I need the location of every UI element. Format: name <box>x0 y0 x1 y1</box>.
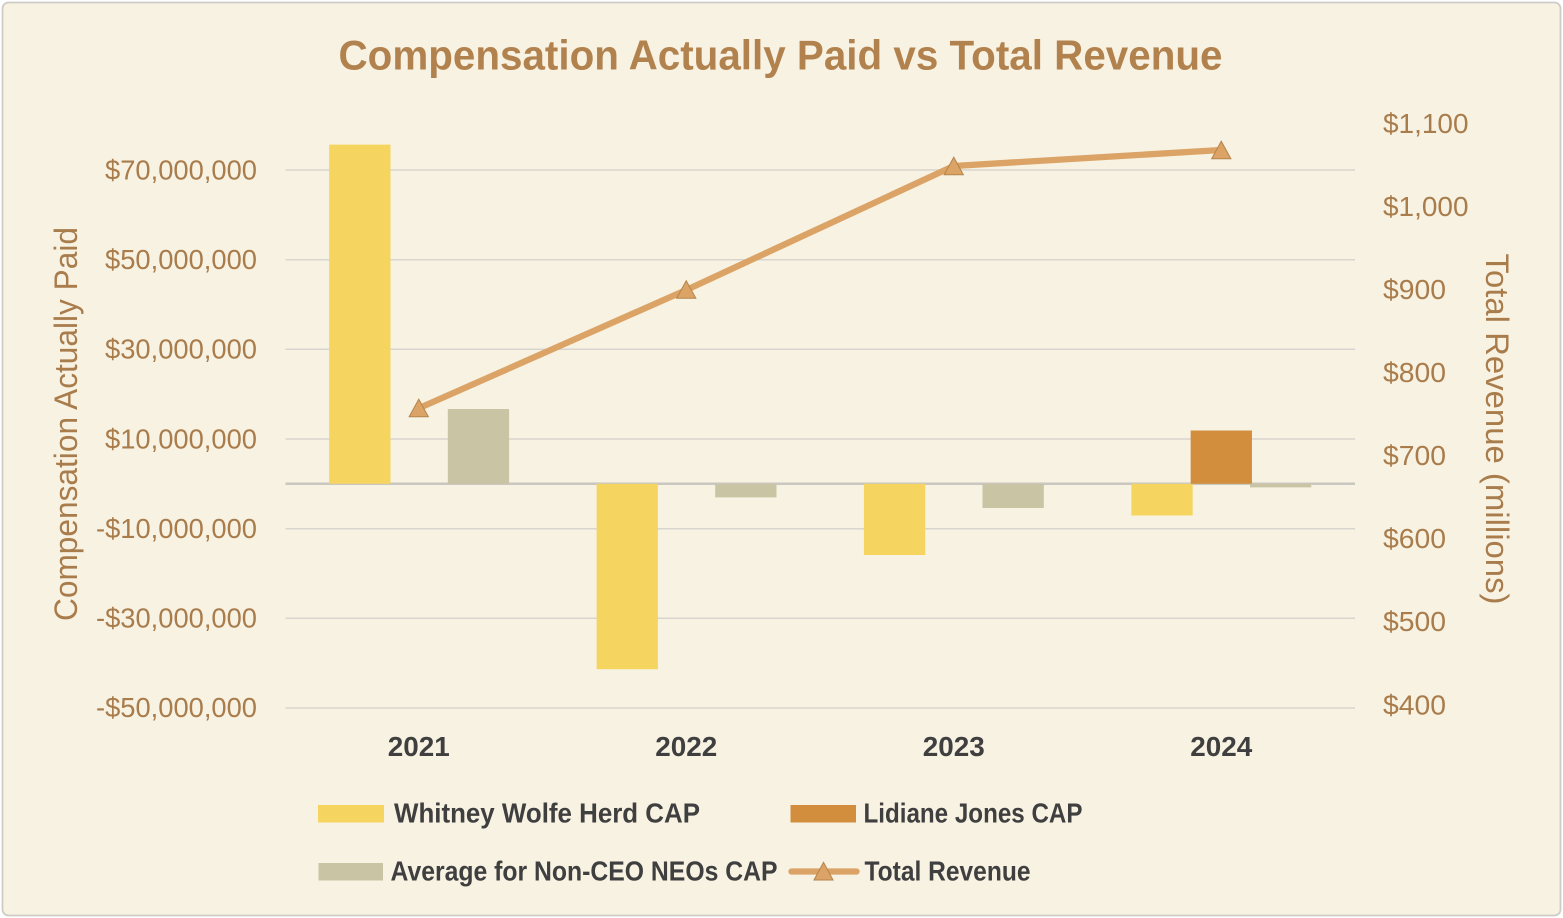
svg-text:-$50,000,000: -$50,000,000 <box>96 692 257 723</box>
svg-text:Compensation Actually Paid: Compensation Actually Paid <box>48 227 84 621</box>
svg-text:2021: 2021 <box>388 731 450 762</box>
svg-text:$70,000,000: $70,000,000 <box>105 154 257 185</box>
svg-text:Compensation Actually Paid vs: Compensation Actually Paid vs Total Reve… <box>339 32 1223 79</box>
svg-text:$700: $700 <box>1383 440 1446 471</box>
svg-text:$400: $400 <box>1383 690 1446 721</box>
svg-text:$800: $800 <box>1383 357 1446 388</box>
svg-text:Whitney Wolfe Herd CAP: Whitney Wolfe Herd CAP <box>394 798 700 829</box>
svg-text:Lidiane Jones CAP: Lidiane Jones CAP <box>864 798 1083 829</box>
svg-text:$500: $500 <box>1383 606 1446 637</box>
svg-text:Total Revenue (millions): Total Revenue (millions) <box>1479 254 1515 605</box>
svg-text:-$10,000,000: -$10,000,000 <box>96 513 257 544</box>
svg-text:$900: $900 <box>1383 274 1446 305</box>
svg-text:$30,000,000: $30,000,000 <box>105 334 257 365</box>
svg-text:2022: 2022 <box>655 731 717 762</box>
svg-text:$10,000,000: $10,000,000 <box>105 423 257 454</box>
svg-text:Total Revenue: Total Revenue <box>865 856 1031 887</box>
svg-text:Average for Non-CEO NEOs CAP: Average for Non-CEO NEOs CAP <box>391 856 778 887</box>
svg-text:2023: 2023 <box>923 731 985 762</box>
svg-text:$1,100: $1,100 <box>1383 108 1469 139</box>
svg-text:$1,000: $1,000 <box>1383 191 1469 222</box>
svg-text:$600: $600 <box>1383 523 1446 554</box>
svg-text:-$30,000,000: -$30,000,000 <box>96 603 257 634</box>
svg-text:$50,000,000: $50,000,000 <box>105 244 257 275</box>
svg-text:2024: 2024 <box>1190 731 1252 762</box>
